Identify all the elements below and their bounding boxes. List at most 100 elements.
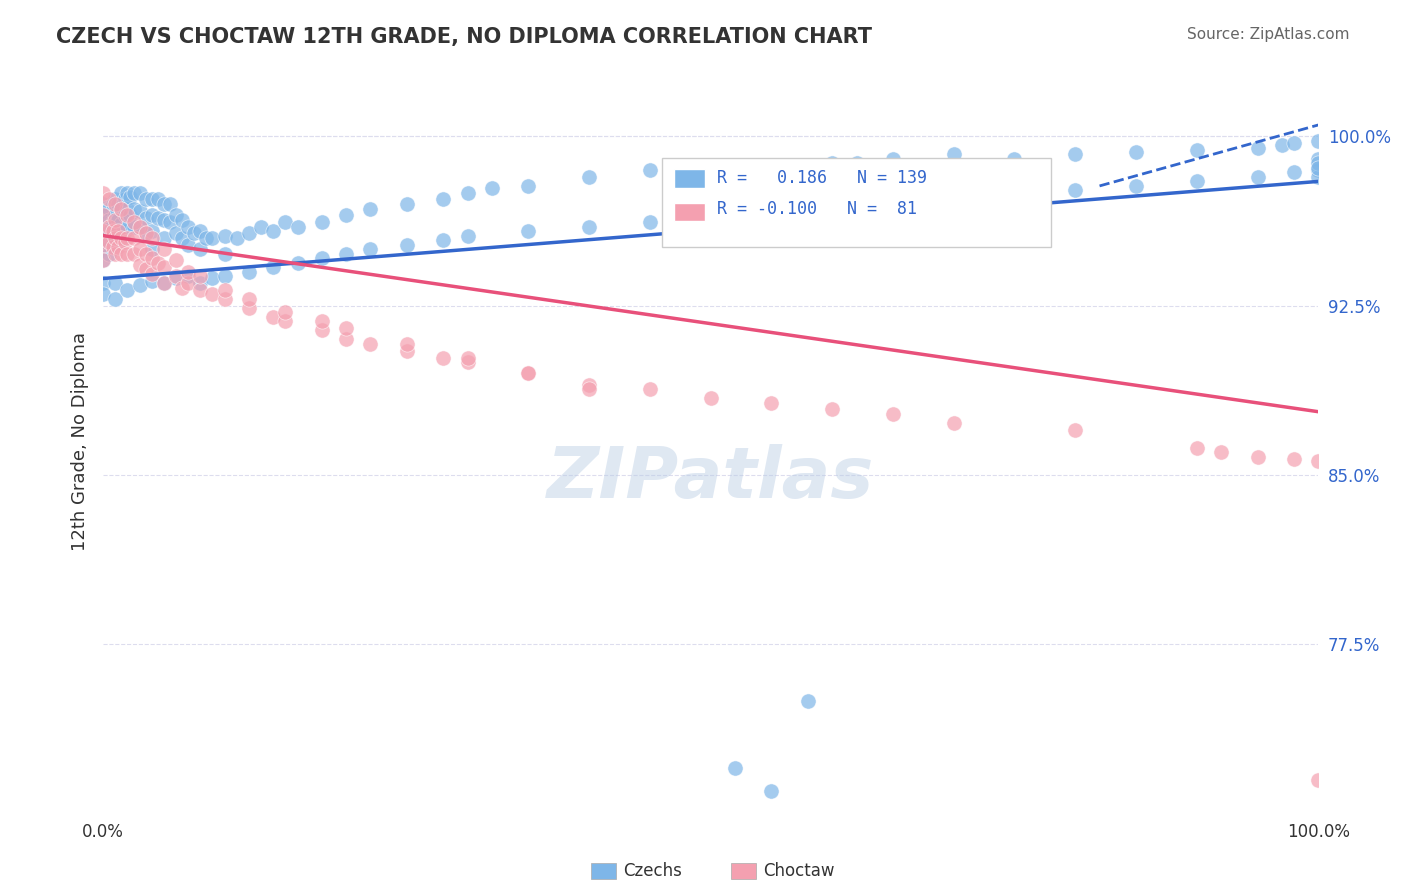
Point (942, 147, 965, 161)
Point (104, 197, 127, 211)
Point (135, 246, 157, 260)
Point (153, 242, 176, 256)
Point (395, 237, 418, 252)
Point (153, 212, 176, 227)
Point (201, 271, 224, 285)
Point (141, 274, 163, 288)
Point (201, 287, 224, 301)
Point (1004, 188, 1026, 202)
Point (287, 255, 309, 269)
Text: R =   0.186   N = 139: R = 0.186 N = 139 (717, 169, 927, 187)
Point (578, 219, 600, 234)
Point (91, 253, 114, 268)
Point (122, 231, 145, 245)
Point (91, 237, 114, 252)
Point (172, 280, 194, 294)
Point (165, 271, 187, 285)
Point (177, 269, 200, 284)
Point (107, 231, 129, 245)
Point (188, 269, 211, 284)
Point (172, 231, 194, 245)
Point (699, 391, 721, 405)
Point (107, 240, 129, 254)
Point (104, 231, 127, 245)
Point (188, 276, 211, 290)
Point (135, 193, 157, 207)
Point (359, 202, 381, 216)
Point (335, 246, 357, 260)
Point (1308, 169, 1330, 184)
Point (821, 156, 844, 170)
Text: Choctaw: Choctaw (763, 862, 835, 880)
Point (110, 217, 132, 231)
Point (942, 193, 965, 207)
Point (1282, 165, 1305, 179)
Point (188, 242, 211, 256)
Point (110, 202, 132, 216)
Point (117, 246, 139, 260)
Point (98, 219, 121, 234)
Point (1185, 143, 1208, 157)
Point (262, 260, 284, 275)
Point (104, 292, 127, 306)
Point (311, 323, 333, 337)
Point (128, 186, 150, 200)
Point (517, 178, 540, 193)
Point (335, 208, 357, 222)
Point (821, 202, 844, 216)
Point (821, 402, 844, 417)
Point (118, 208, 141, 222)
Point (1308, 454, 1330, 468)
FancyBboxPatch shape (662, 158, 1050, 247)
Point (481, 181, 503, 195)
Point (114, 235, 136, 250)
Point (335, 333, 357, 347)
Point (117, 283, 139, 297)
Point (104, 224, 127, 238)
Point (457, 355, 479, 369)
Point (110, 202, 132, 216)
Point (141, 251, 163, 265)
Point (177, 237, 200, 252)
Point (135, 227, 157, 241)
Point (117, 186, 139, 200)
Point (1308, 156, 1330, 170)
Point (91, 197, 114, 211)
Point (91, 224, 114, 238)
Point (153, 197, 176, 211)
Point (153, 231, 176, 245)
Point (153, 276, 176, 290)
Point (1282, 452, 1305, 467)
Point (141, 224, 163, 238)
Point (98, 193, 121, 207)
Point (214, 246, 236, 260)
Point (195, 231, 218, 245)
Point (104, 193, 127, 207)
Point (882, 407, 904, 421)
Point (104, 212, 127, 227)
Point (457, 228, 479, 243)
Point (91, 208, 114, 222)
Point (457, 351, 479, 365)
Point (238, 265, 260, 279)
Point (91, 253, 114, 268)
Point (101, 240, 124, 254)
Point (238, 292, 260, 306)
Point (699, 161, 721, 175)
Point (188, 283, 211, 297)
Text: CZECH VS CHOCTAW 12TH GRADE, NO DIPLOMA CORRELATION CHART: CZECH VS CHOCTAW 12TH GRADE, NO DIPLOMA … (56, 27, 872, 46)
Point (135, 211, 157, 225)
Text: Czechs: Czechs (623, 862, 682, 880)
Point (395, 343, 418, 358)
Point (882, 197, 904, 211)
Point (761, 159, 783, 173)
Point (91, 276, 114, 290)
Point (141, 208, 163, 222)
Point (359, 242, 381, 256)
Point (214, 292, 236, 306)
Point (114, 224, 136, 238)
Point (699, 211, 721, 225)
Point (311, 314, 333, 328)
Point (578, 382, 600, 396)
Point (122, 219, 145, 234)
